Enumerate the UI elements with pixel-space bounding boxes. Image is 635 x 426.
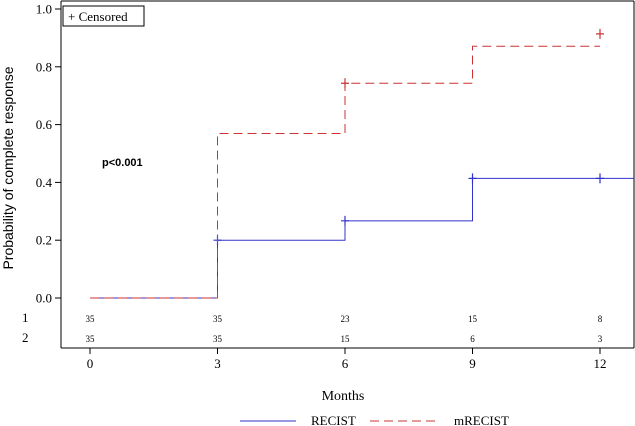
x-tick-label: 12 bbox=[594, 356, 607, 371]
x-axis-title: Months bbox=[322, 389, 365, 404]
y-tick-label: 0.4 bbox=[36, 175, 53, 190]
y-tick-label: 0.2 bbox=[36, 233, 52, 248]
x-axis: 0 3 6 9 12 bbox=[87, 348, 607, 371]
x-tick-label: 0 bbox=[87, 356, 94, 371]
risk-group-label: 2 bbox=[22, 330, 29, 345]
risk-count: 23 bbox=[341, 314, 351, 324]
y-axis: 0.0 0.2 0.4 0.6 0.8 1.0 bbox=[36, 2, 61, 306]
risk-count: 35 bbox=[86, 314, 96, 324]
censor-mark-mrecist bbox=[596, 28, 604, 39]
risk-count: 3 bbox=[598, 334, 603, 344]
plot-frame bbox=[60, 0, 635, 349]
risk-count: 15 bbox=[341, 334, 351, 344]
censor-mark-recist bbox=[468, 173, 477, 184]
risk-count: 35 bbox=[86, 334, 96, 344]
y-tick-label: 0.6 bbox=[36, 117, 53, 132]
series-layer bbox=[90, 28, 634, 299]
risk-count: 35 bbox=[213, 334, 223, 344]
censored-legend: + Censored bbox=[62, 5, 145, 27]
risk-count: 8 bbox=[598, 314, 603, 324]
series-legend: RECIST mRECIST bbox=[240, 413, 509, 426]
series-line-recist bbox=[90, 177, 634, 299]
legend-label-recist: RECIST bbox=[311, 413, 356, 426]
risk-count: 15 bbox=[468, 314, 478, 324]
y-tick-label: 1.0 bbox=[36, 2, 52, 17]
x-tick-label: 3 bbox=[214, 356, 221, 371]
censored-legend-text: + Censored bbox=[68, 9, 128, 24]
y-tick-label: 0.0 bbox=[36, 291, 52, 306]
x-tick-label: 6 bbox=[342, 356, 349, 371]
series-line-mrecist bbox=[90, 45, 600, 299]
y-tick-label: 0.8 bbox=[36, 59, 52, 74]
p-value-annotation: p<0.001 bbox=[102, 157, 143, 169]
x-tick-label: 9 bbox=[469, 356, 476, 371]
risk-table: 1 35 35 23 15 8 2 35 35 15 6 3 bbox=[22, 310, 603, 345]
y-axis-title: Probability of complete response bbox=[0, 66, 16, 269]
censor-mark-recist bbox=[341, 215, 349, 226]
legend-label-mrecist: mRECIST bbox=[454, 413, 509, 426]
censor-mark-mrecist bbox=[341, 78, 349, 89]
risk-count: 6 bbox=[470, 334, 475, 344]
risk-count: 35 bbox=[213, 314, 223, 324]
risk-group-label: 1 bbox=[22, 310, 29, 325]
censor-mark-recist bbox=[596, 173, 604, 184]
